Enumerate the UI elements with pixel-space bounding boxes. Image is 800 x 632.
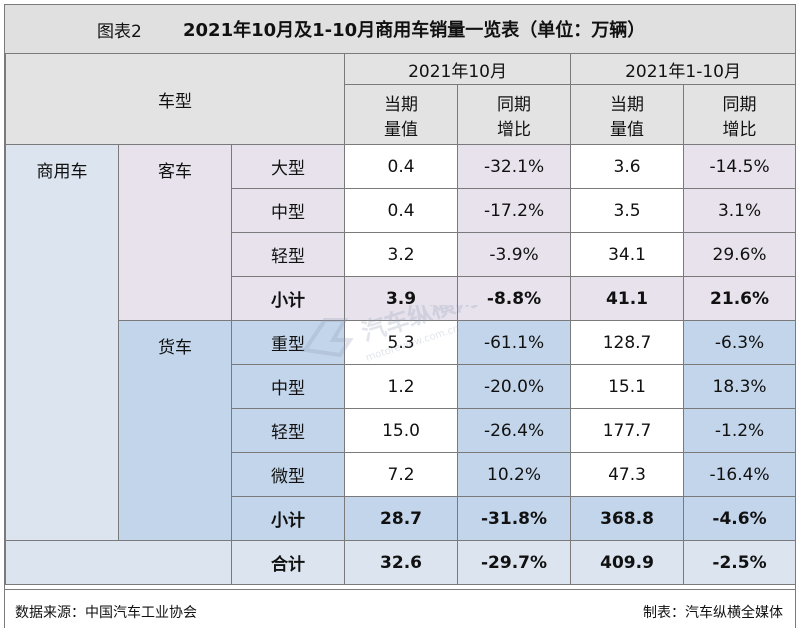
total-row: 合计 32.6 -29.7% 409.9 -2.5% (5, 540, 797, 585)
ytd-value: 3.6 (570, 144, 685, 189)
header-line: 量值 (384, 119, 419, 140)
ytd-yoy: 21.6% (683, 276, 797, 321)
row-type: 中型 (230, 188, 346, 233)
header-line: 同期 (722, 94, 757, 115)
subtotal-row: 小计 3.9 -8.8% 41.1 21.6% (6, 276, 797, 321)
month-value: 0.4 (344, 188, 459, 233)
ytd-yoy: -4.6% (683, 496, 797, 541)
table-row: 货车 重型 5.3 -61.1% 128.7 -6.3% (6, 320, 797, 541)
ytd-value: 409.9 (570, 540, 685, 585)
table-row: 中型 0.4 -17.2% 3.5 3.1% (6, 188, 797, 233)
ytd-value: 3.5 (570, 188, 685, 233)
ytd-value: 47.3 (570, 452, 685, 497)
header-month-current: 当期 量值 (344, 84, 459, 145)
header-line: 当期 (384, 94, 419, 115)
total-label: 合计 (230, 540, 346, 585)
ytd-yoy: 29.6% (683, 232, 797, 277)
page-title: 2021年10月及1-10月商用车销量一览表（单位：万辆） (183, 20, 646, 41)
header-vehicle-type: 车型 (4, 53, 346, 145)
ytd-value: 368.8 (570, 496, 685, 541)
row-type: 轻型 (230, 408, 346, 453)
ytd-yoy: -6.3% (683, 320, 797, 365)
data-source: 数据来源：中国汽车工业协会 (15, 605, 197, 621)
table-frame: 图表2 2021年10月及1-10月商用车销量一览表（单位：万辆） 车型 202… (4, 4, 797, 628)
month-yoy: -31.8% (457, 496, 572, 541)
ytd-yoy: -14.5% (683, 144, 797, 189)
month-value: 0.4 (344, 144, 459, 189)
month-yoy: -8.8% (457, 276, 572, 321)
month-value: 28.7 (344, 496, 459, 541)
truck-group-cell: 货车 (118, 320, 232, 541)
row-type: 轻型 (230, 232, 346, 277)
ytd-yoy: -16.4% (683, 452, 797, 497)
month-yoy: -61.1% (457, 320, 572, 365)
header-month-yoy: 同期 增比 (457, 84, 572, 145)
ytd-value: 34.1 (570, 232, 685, 277)
row-type: 大型 (230, 144, 346, 189)
category-cell: 商用车 (5, 144, 119, 541)
month-value: 5.3 (344, 320, 459, 365)
table-maker: 制表：汽车纵横全媒体 (643, 605, 783, 621)
table-row: 商用车 客车 大型 0.4 -32.1% 3.6 -14.5% (5, 144, 797, 541)
ytd-yoy: 3.1% (683, 188, 797, 233)
row-type: 重型 (230, 320, 346, 365)
bus-group-cell: 客车 (118, 144, 232, 321)
header-line: 增比 (497, 119, 532, 140)
table-row: 微型 7.2 10.2% 47.3 -16.4% (6, 452, 797, 497)
month-value: 3.2 (344, 232, 459, 277)
ytd-value: 128.7 (570, 320, 685, 365)
month-yoy: -3.9% (457, 232, 572, 277)
footer: 数据来源：中国汽车工业协会 制表：汽车纵横全媒体 (5, 589, 795, 628)
month-yoy: -17.2% (457, 188, 572, 233)
month-value: 1.2 (344, 364, 459, 409)
month-yoy: -26.4% (457, 408, 572, 453)
month-yoy: -29.7% (457, 540, 572, 585)
header-period-ytd: 2021年1-10月 (570, 53, 797, 85)
header-line: 量值 (610, 119, 645, 140)
row-type: 微型 (230, 452, 346, 497)
month-value: 15.0 (344, 408, 459, 453)
month-value: 7.2 (344, 452, 459, 497)
ytd-yoy: -1.2% (683, 408, 797, 453)
subtotal-row: 小计 28.7 -31.8% 368.8 -4.6% (6, 496, 797, 541)
header-line: 当期 (610, 94, 645, 115)
ytd-yoy: 18.3% (683, 364, 797, 409)
row-type: 中型 (230, 364, 346, 409)
table-row: 轻型 15.0 -26.4% 177.7 -1.2% (6, 408, 797, 453)
header-line: 增比 (722, 119, 757, 140)
ytd-value: 15.1 (570, 364, 685, 409)
table-row: 轻型 3.2 -3.9% 34.1 29.6% (6, 232, 797, 277)
table-row: 中型 1.2 -20.0% 15.1 18.3% (6, 364, 797, 409)
sales-table: 车型 2021年10月 2021年1-10月 当期量值 同期增比 当期量值 同期… (4, 53, 797, 585)
header-ytd-yoy: 同期 增比 (683, 84, 797, 145)
subtotal-label: 小计 (230, 496, 346, 541)
subtotal-label: 小计 (230, 276, 346, 321)
figure-label: 图表2 (97, 22, 142, 42)
title-bar: 图表2 2021年10月及1-10月商用车销量一览表（单位：万辆） (5, 5, 795, 54)
month-value: 32.6 (344, 540, 459, 585)
month-value: 3.9 (344, 276, 459, 321)
total-spacer (5, 540, 232, 585)
month-yoy: 10.2% (457, 452, 572, 497)
ytd-yoy: -2.5% (683, 540, 797, 585)
ytd-value: 177.7 (570, 408, 685, 453)
header-ytd-current: 当期 量值 (570, 84, 685, 145)
month-yoy: -20.0% (457, 364, 572, 409)
month-yoy: -32.1% (457, 144, 572, 189)
header-period-month: 2021年10月 (344, 53, 572, 85)
ytd-value: 41.1 (570, 276, 685, 321)
header-line: 同期 (497, 94, 532, 115)
